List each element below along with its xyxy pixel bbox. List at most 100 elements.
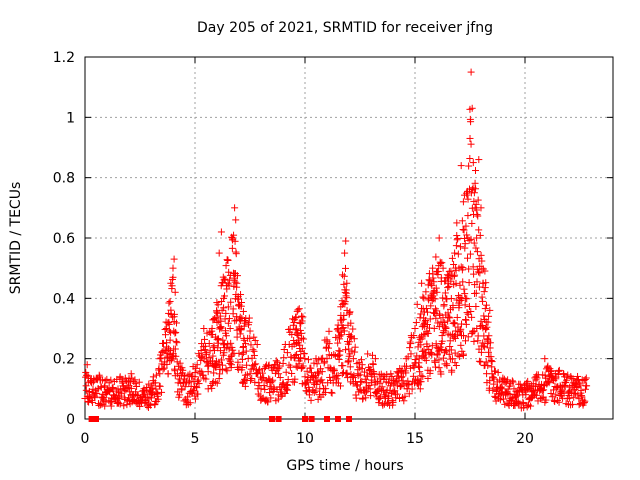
data-point [157, 355, 164, 362]
data-point [432, 253, 439, 260]
data-point [283, 369, 290, 376]
data-point [233, 250, 240, 257]
data-point [344, 370, 351, 377]
x-tick-label: 0 [81, 431, 90, 447]
data-point [474, 211, 481, 218]
data-point [472, 303, 479, 310]
data-point [469, 329, 476, 336]
data-point [412, 356, 419, 363]
data-point [308, 397, 315, 404]
data-point [462, 301, 469, 308]
data-point [461, 286, 468, 293]
data-point [448, 295, 455, 302]
data-point [454, 314, 461, 321]
data-point [326, 328, 333, 335]
data-point [336, 356, 343, 363]
y-tick-label: 1 [66, 110, 75, 126]
data-point [165, 370, 172, 377]
data-point [295, 306, 302, 313]
data-point [345, 346, 352, 353]
data-point [287, 326, 294, 333]
data-point [165, 300, 172, 307]
data-point [457, 342, 464, 349]
data-point [475, 156, 482, 163]
data-point [339, 271, 346, 278]
data-point [436, 364, 443, 371]
y-tick-label: 0.8 [53, 171, 75, 187]
data-point [293, 331, 300, 338]
data-point [172, 289, 179, 296]
data-points [81, 69, 590, 412]
data-point [328, 389, 335, 396]
data-point [216, 324, 223, 331]
data-point [479, 298, 486, 305]
y-tick-label: 0 [66, 412, 75, 428]
data-point [213, 309, 220, 316]
data-point [472, 245, 479, 252]
data-point [406, 344, 413, 351]
data-point [273, 357, 280, 364]
x-tick-label: 10 [296, 431, 314, 447]
x-tick-label: 20 [516, 431, 534, 447]
data-point [467, 135, 474, 142]
data-point [334, 326, 341, 333]
data-point [224, 367, 231, 374]
data-point [298, 364, 305, 371]
data-point [453, 242, 460, 249]
data-point [458, 162, 465, 169]
y-tick-label: 0.6 [53, 231, 75, 247]
data-point [457, 243, 464, 250]
data-point [431, 325, 438, 332]
data-point [485, 332, 492, 339]
data-point [174, 388, 181, 395]
data-point [438, 259, 445, 266]
data-point [171, 256, 178, 263]
data-point [250, 334, 257, 341]
data-point [464, 212, 471, 219]
data-point [298, 313, 305, 320]
srmtid-scatter-chart: 0 5 10 15 2000.20.40.60.811.2 Day 205 of 202… [0, 0, 640, 480]
data-point [339, 362, 346, 369]
data-point [424, 309, 431, 316]
data-point [486, 307, 493, 314]
data-point [474, 248, 481, 255]
data-point [237, 330, 244, 337]
data-point [445, 283, 452, 290]
y-tick-label: 0.4 [53, 291, 75, 307]
data-point [164, 319, 171, 326]
data-point [167, 298, 174, 305]
data-point [463, 321, 470, 328]
data-point [489, 358, 496, 365]
data-point [225, 269, 232, 276]
data-point [231, 204, 238, 211]
data-point [468, 69, 475, 76]
data-point [467, 236, 474, 243]
data-point [224, 256, 231, 263]
data-point [417, 385, 424, 392]
data-point [229, 245, 236, 252]
data-point [234, 334, 241, 341]
data-point [470, 338, 477, 345]
data-point [249, 346, 256, 353]
data-point [170, 328, 177, 335]
data-point [407, 339, 414, 346]
data-point [316, 369, 323, 376]
data-point [475, 226, 482, 233]
data-point [342, 265, 349, 272]
data-point [432, 364, 439, 371]
data-point [454, 236, 461, 243]
data-point [173, 339, 180, 346]
data-point [314, 360, 321, 367]
data-point [454, 235, 461, 242]
x-tick-label: 15 [406, 431, 424, 447]
data-point [248, 375, 255, 382]
data-point [288, 370, 295, 377]
data-point [329, 390, 336, 397]
data-point [284, 349, 291, 356]
data-point [173, 338, 180, 345]
data-point [414, 301, 421, 308]
data-point [342, 238, 349, 245]
data-point [473, 290, 480, 297]
data-point [160, 340, 167, 347]
data-point [483, 302, 490, 309]
